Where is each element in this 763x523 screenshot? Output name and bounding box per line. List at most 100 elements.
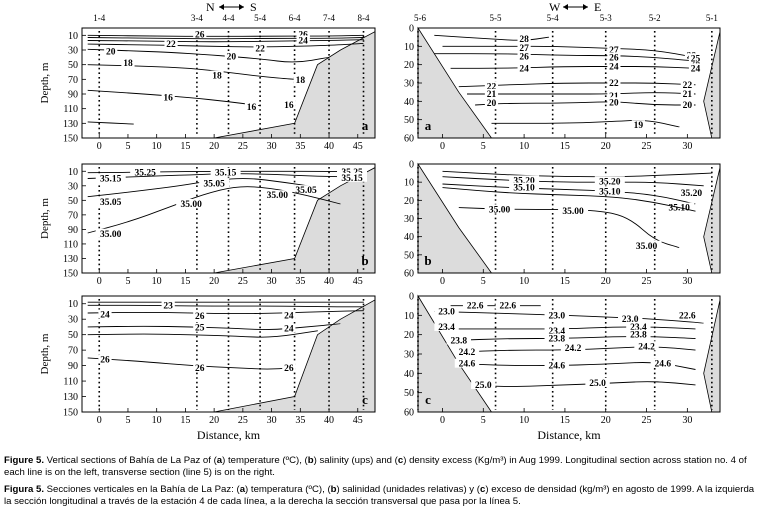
contour-label: 22.6 [499, 302, 516, 312]
contour-label: 35.05 [295, 186, 317, 196]
contour-line [442, 176, 704, 187]
contour-label-bg [434, 306, 459, 316]
panel-frame-left-c [81, 295, 376, 413]
contour-line [87, 357, 295, 370]
contour-label: 19 [634, 121, 644, 131]
contour-label: 25.0 [475, 381, 492, 391]
contour-label-bg [282, 100, 296, 109]
y-tick-label: 50 [68, 60, 78, 71]
contour-label: 35.00 [100, 230, 122, 240]
contour-label: 24 [284, 324, 294, 334]
contour-label-bg [517, 63, 531, 73]
y-tick-label: 60 [404, 134, 414, 145]
x-tick-label: 5 [125, 276, 130, 287]
contour-line [87, 39, 364, 43]
contour-label-bg [517, 34, 531, 43]
contour-label: 25.0 [589, 379, 606, 389]
x-tick-label: 40 [324, 141, 334, 152]
contour-label: 24.6 [459, 360, 476, 370]
contour-label: 24.6 [655, 360, 672, 370]
y-tick-label: 10 [68, 299, 78, 310]
contour-label-bg [509, 175, 540, 185]
figure-vertical-sections: N S W E 1-4 3-4 4-4 5-4 6-4 7-4 8-410305070901… [39, 0, 721, 442]
contour-label: 35.00 [562, 207, 584, 217]
y-tick-label: 0 [409, 24, 414, 35]
contour-label: 35.05 [100, 198, 122, 208]
section-panel-left-b: 10 30 50 70 90 110 130 150 0 5 10 15 20 25 30 35 40 45 Dep… [39, 163, 376, 287]
contour-label: 35.00 [267, 191, 289, 201]
y-axis-label: Depth, m [39, 62, 51, 103]
direction-e-label: E [594, 0, 601, 14]
x-tick-label: 15 [180, 141, 190, 152]
y-tick-label: 20 [404, 196, 414, 207]
contour-label-bg [471, 379, 496, 389]
caption-en-text-1: Vertical sections of Bahía de La Paz of … [43, 455, 217, 466]
contour-label: 23.8 [450, 336, 467, 346]
caption-es-b: b [330, 483, 337, 495]
x-tick-label: 15 [560, 141, 570, 152]
contour-label: 35.05 [203, 180, 225, 190]
contour-line [87, 121, 134, 125]
station-label-5-5: 5-5 [490, 13, 502, 23]
contour-label: 26 [195, 364, 205, 374]
contour-label-bg [544, 310, 569, 320]
contour-label: 22.6 [679, 311, 696, 321]
y-axis-label: Depth, m [39, 198, 51, 239]
contour-label: 26 [195, 31, 205, 41]
panel-letter: a [362, 118, 369, 133]
contour-line [87, 186, 341, 234]
contour-label-bg [495, 300, 520, 310]
x-tick-label: 0 [440, 415, 445, 426]
contour-label: 27 [519, 44, 529, 54]
section-panel-left-c: 10 30 50 70 90 110 130 150 0 5 10 15 20 25 30 35 40 45 Dep… [39, 295, 376, 442]
contour-label: 18 [123, 59, 133, 69]
station-label-3-4: 3-4 [191, 13, 203, 23]
contour-label-bg [95, 228, 126, 238]
contour-label-bg [484, 204, 515, 214]
contour-label-bg [434, 321, 459, 331]
contour-line [87, 323, 341, 330]
contour-label: 24.6 [548, 362, 565, 372]
contour-label: 16 [284, 101, 294, 111]
contour-label-bg [193, 311, 207, 321]
contour-line [87, 42, 364, 48]
contour-label-bg [631, 240, 662, 250]
direction-w-label: W [549, 0, 561, 14]
contour-label-bg [509, 182, 540, 192]
x-tick-label: 10 [152, 141, 162, 152]
x-tick-label: 5 [481, 276, 486, 287]
contour-label-bg [95, 173, 126, 183]
caption-en-text-2: ) temperature (ºC), ( [222, 455, 308, 466]
direction-s-label: S [250, 0, 257, 14]
contour-label-bg [193, 362, 207, 372]
y-tick-label: 110 [63, 104, 78, 115]
x-tick-label: 0 [97, 141, 102, 152]
contour-label: 35.00 [180, 200, 202, 210]
contour-label-bg [484, 81, 499, 91]
x-tick-label: 25 [238, 141, 248, 152]
contour-label-bg [446, 335, 472, 345]
contour-line [442, 183, 696, 205]
x-axis-label: Distance, km [197, 428, 261, 442]
station-label-5-6: 5-6 [414, 13, 426, 23]
y-tick-label: 10 [68, 167, 78, 178]
contour-label-bg [210, 70, 224, 80]
contour-line [434, 34, 550, 41]
contour-label-bg [484, 98, 499, 108]
y-tick-label: 30 [404, 350, 414, 361]
contour-line [450, 336, 696, 341]
station-label-5-1: 5-1 [706, 13, 718, 23]
contour-label-bg [607, 97, 621, 107]
contour-line [87, 37, 364, 40]
contour-label: 35.15 [341, 174, 363, 184]
caption-en-a: a [216, 455, 223, 466]
y-tick-label: 50 [404, 388, 414, 399]
contour-line [458, 82, 696, 88]
x-axis-label: Distance, km [537, 428, 601, 442]
y-tick-label: 10 [404, 178, 414, 189]
contour-label-bg [631, 120, 645, 130]
station-label-7-4: 7-4 [323, 13, 335, 23]
contour-line [87, 64, 296, 80]
x-tick-label: 0 [97, 415, 102, 426]
y-tick-label: 30 [404, 214, 414, 225]
